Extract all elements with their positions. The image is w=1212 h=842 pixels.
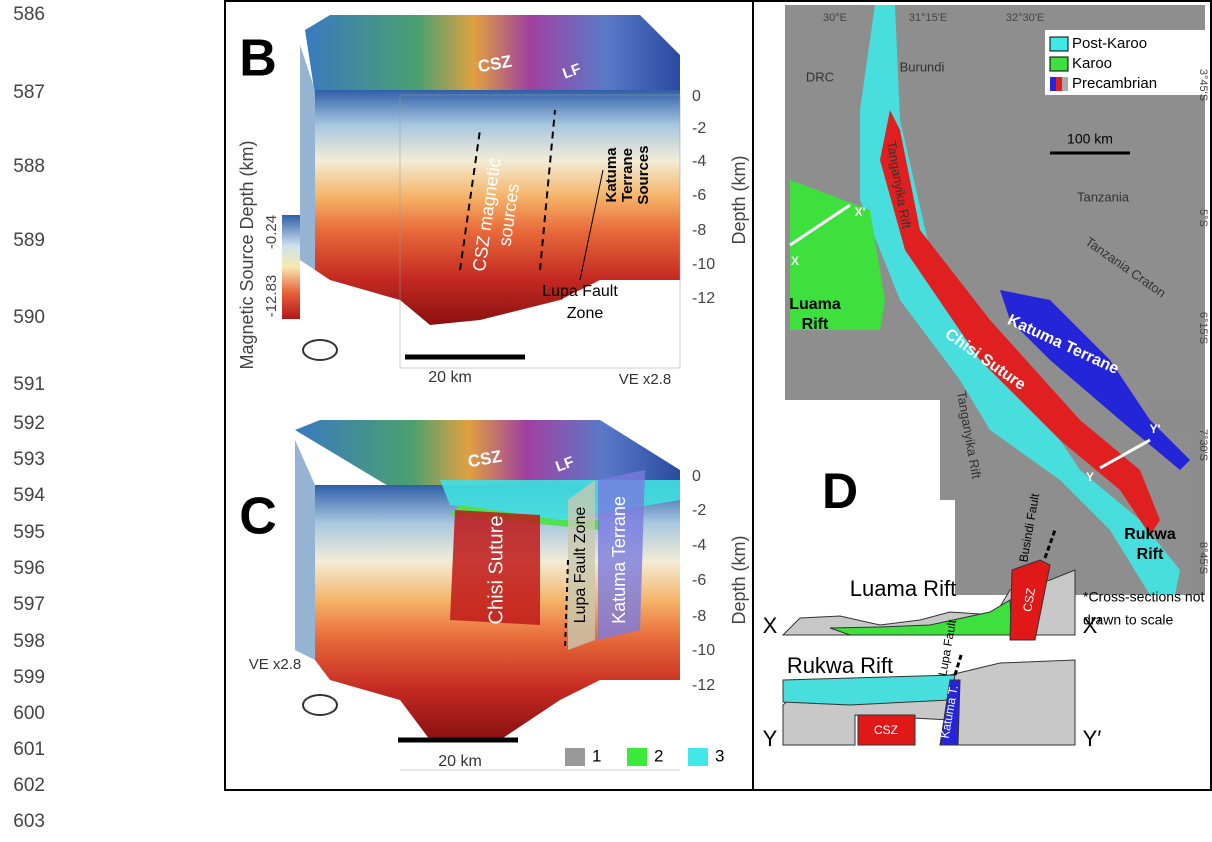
latitude-label: 3°45'S xyxy=(1197,69,1209,101)
line-number: 601 xyxy=(13,739,45,760)
depth-tick-label: 0 xyxy=(692,468,701,485)
depth-tick-label: -2 xyxy=(692,502,706,519)
unit-label: CSZ xyxy=(874,723,898,737)
line-number: 603 xyxy=(13,811,45,832)
scale-bar-label: 20 km xyxy=(428,369,472,386)
line-number: 600 xyxy=(13,703,45,724)
legend-label: Karoo xyxy=(1072,55,1112,72)
rift-label: Rukwa xyxy=(1124,526,1176,543)
rift-label: Rift xyxy=(802,316,829,333)
profile-end: X' xyxy=(855,205,866,219)
legend-label: 3 xyxy=(715,746,724,765)
line-number: 597 xyxy=(13,594,45,615)
legend-label: 1 xyxy=(592,746,601,765)
longitude-label: 31°15'E xyxy=(909,12,947,24)
unit-label: Katuma Terrane xyxy=(609,496,629,624)
axis-title: Depth (km) xyxy=(729,535,749,624)
section-end: X xyxy=(763,613,778,638)
depth-tick-label: -4 xyxy=(692,153,706,170)
panel-label: B xyxy=(239,30,277,88)
latitude-label: 6°15'S xyxy=(1197,312,1209,344)
colorbar-label: -12.83 xyxy=(263,275,280,318)
panel-label: C xyxy=(239,488,277,546)
section-end: Y xyxy=(763,726,778,751)
note: drawn to scale xyxy=(1083,612,1173,628)
place-label: Burundi xyxy=(900,59,945,74)
place-label: DRC xyxy=(806,69,834,84)
unit-label: Chisi Suture xyxy=(485,516,507,625)
annotation: Zone xyxy=(567,305,604,322)
depth-tick-label: -8 xyxy=(692,608,706,625)
annotation: Lupa Fault xyxy=(542,283,618,300)
longitude-label: 30°E xyxy=(823,12,847,24)
depth-tick-label: -10 xyxy=(692,256,715,273)
colorbar-title: Magnetic Source Depth (km) xyxy=(237,140,257,369)
line-number: 596 xyxy=(13,558,45,579)
panel-label: D xyxy=(822,463,858,519)
place-label: Tanzania xyxy=(1077,189,1130,204)
line-number: 593 xyxy=(13,449,45,470)
profile-end: Y' xyxy=(1150,422,1161,436)
legend-label: Precambrian xyxy=(1072,75,1157,92)
line-number: 586 xyxy=(13,4,45,25)
latitude-label: 8°45'S xyxy=(1197,542,1209,574)
line-number: 595 xyxy=(13,522,45,543)
longitude-label: 32°30'E xyxy=(1006,12,1044,24)
line-number: 588 xyxy=(13,156,45,177)
depth-tick-label: 0 xyxy=(692,88,701,105)
depth-tick-label: -12 xyxy=(692,677,715,694)
depth-tick-label: -6 xyxy=(692,187,706,204)
line-number: 589 xyxy=(13,230,45,251)
annotation: Terrane xyxy=(619,148,636,202)
line-number: 598 xyxy=(13,631,45,652)
line-number: 587 xyxy=(13,82,45,103)
depth-tick-label: -12 xyxy=(692,290,715,307)
axis-title: Depth (km) xyxy=(729,155,749,244)
section-title: Luama Rift xyxy=(850,576,956,601)
colorbar-label: -0.24 xyxy=(263,215,280,249)
unit-label: Lupa Fault Zone xyxy=(572,507,589,624)
depth-tick-label: -10 xyxy=(692,642,715,659)
ve-label: VE x2.8 xyxy=(249,656,302,673)
line-number: 590 xyxy=(13,307,45,328)
note: *Cross-sections not xyxy=(1083,589,1204,605)
profile-end: Y xyxy=(1086,470,1094,484)
line-number: 592 xyxy=(13,413,45,434)
depth-tick-label: -8 xyxy=(692,222,706,239)
annotation: Katuma xyxy=(603,147,620,203)
depth-tick-label: -4 xyxy=(692,537,706,554)
line-number: 591 xyxy=(13,374,45,395)
scale-bar-label: 100 km xyxy=(1067,131,1113,147)
rift-label: Rift xyxy=(1137,546,1164,563)
latitude-label: 7°30'S xyxy=(1197,429,1209,461)
annotation: Sources xyxy=(635,145,652,204)
line-number: 594 xyxy=(13,485,45,506)
rift-label: Luama xyxy=(789,296,841,313)
profile-end: X xyxy=(791,254,799,268)
line-number: 602 xyxy=(13,775,45,796)
legend-label: Post-Karoo xyxy=(1072,35,1147,52)
ve-label: VE x2.8 xyxy=(619,371,672,388)
latitude-label: 5°S xyxy=(1197,209,1209,227)
scale-bar-label: 20 km xyxy=(438,753,482,770)
line-number: 599 xyxy=(13,667,45,688)
depth-tick-label: -2 xyxy=(692,120,706,137)
depth-tick-label: -6 xyxy=(692,572,706,589)
legend-label: 2 xyxy=(654,746,663,765)
section-end: Y′ xyxy=(1083,726,1102,751)
section-title: Rukwa Rift xyxy=(787,653,893,678)
figure-page: 586 587 588 589 590 591 592 593 594 595 596 597 598 5… xyxy=(0,0,1212,842)
